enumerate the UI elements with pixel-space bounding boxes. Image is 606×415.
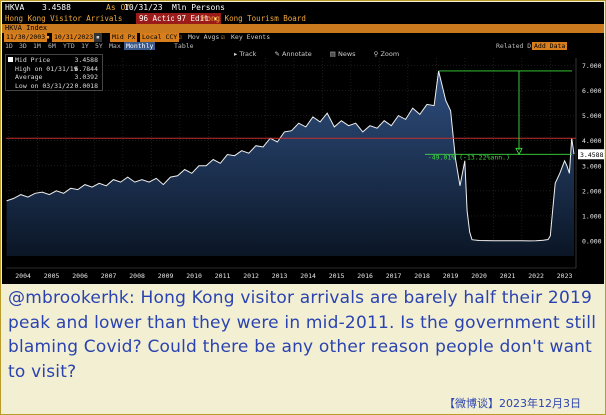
annotate-tool[interactable]: ✎ Annotate [274, 50, 312, 58]
edit-button[interactable]: 97 Edit ▾ [174, 13, 221, 24]
x-tick-label: 2004 [15, 272, 31, 280]
header-row: HKVA 3.4588 As Of 10/31/23 Mln Persons [2, 2, 604, 13]
change-annotation: -49.01% (-13.22%ann.) [424, 70, 572, 161]
range-1y[interactable]: 1Y [81, 42, 89, 50]
x-tick-label: 2022 [528, 272, 544, 280]
y-tick-label: 5.000 [582, 112, 602, 120]
x-tick-label: 2014 [300, 272, 316, 280]
annotation-arrowhead [515, 147, 523, 156]
y-tick-label: 7.000 [582, 62, 602, 70]
check-icon: ☑ [221, 33, 225, 41]
range-ytd[interactable]: YTD [63, 42, 75, 50]
y-tick-label: 1.000 [582, 212, 602, 220]
ticker: HKVA [5, 3, 25, 12]
add-data-field[interactable]: Add Data [532, 42, 568, 50]
x-tick-label: 2007 [101, 272, 117, 280]
x-tick-label: 2020 [471, 272, 487, 280]
annotation-label: -49.01% (-13.22%ann.) [428, 153, 510, 161]
legend-average-value: 3.0392 [74, 73, 98, 81]
y-tick-label: 4.000 [582, 137, 602, 145]
x-tick-label: 2018 [414, 272, 430, 280]
x-tick-label: 2013 [272, 272, 288, 280]
title-row: Hong Kong Visitor Arrivals 96 Actions ▾ … [2, 13, 604, 24]
news-tool[interactable]: ▤ News [329, 50, 356, 58]
x-tick-label: 2006 [72, 272, 88, 280]
key-events-toggle[interactable]: Key Events [231, 33, 271, 41]
x-tick-label: 2010 [186, 272, 202, 280]
x-tick-label: 2009 [158, 272, 174, 280]
range-6m[interactable]: 6M [48, 42, 56, 50]
legend-low-value: 0.0018 [74, 81, 98, 90]
price-field[interactable]: Mid Px [110, 33, 138, 42]
range-1d[interactable]: 1D [5, 42, 13, 50]
y-tick-label: 3.000 [582, 162, 602, 170]
mov-avgs-toggle[interactable]: Mov Avgs [188, 33, 220, 41]
post-source: 【微博谈】2023年12月3日 [444, 397, 581, 410]
related-data-button[interactable]: Related Dat [496, 42, 540, 50]
check-icon: ☑ [178, 33, 182, 41]
area-fill [6, 71, 575, 256]
as-of-label: As Of [106, 3, 131, 12]
legend-mid-label: Mid Price [15, 56, 51, 64]
legend-high-label: High on 01/31/19 [15, 64, 78, 73]
x-tick-label: 2011 [215, 272, 231, 280]
end-date-field[interactable]: 10/31/2023 [52, 33, 96, 42]
range-max[interactable]: Max [109, 42, 121, 50]
legend-average-label: Average [15, 73, 43, 81]
y-axis: 0.000 1.000 2.000 3.000 4.000 5.000 6.000 7.000… [575, 58, 604, 268]
x-tick-label: 2016 [357, 272, 373, 280]
legend-low-label: Low on 03/31/22 [15, 81, 74, 90]
chart-legend: Mid Price 3.4588 High on 01/31/19 6.7844 A… [5, 54, 103, 91]
track-tool[interactable]: ▸ Track [234, 50, 257, 58]
last-value: 3.4588 [42, 3, 71, 12]
series-title: Hong Kong Visitor Arrivals [5, 14, 123, 23]
series-swatch [8, 57, 13, 62]
series-line [6, 70, 575, 242]
x-tick-label: 2019 [443, 272, 459, 280]
as-of-date: 10/31/23 [124, 3, 163, 12]
x-tick-label: 2023 [557, 272, 573, 280]
settings-row: 11/30/2003 ▪ 10/31/2023 ▪ Mid Px Local C… [2, 33, 604, 42]
index-bar: HKVA Index [2, 24, 604, 33]
range-3d[interactable]: 3D [19, 42, 27, 50]
zoom-tool[interactable]: ⚲ Zoom [373, 50, 400, 58]
post-caption: @mbrookerhk: Hong Kong visitor arrivals … [8, 288, 597, 382]
x-tick-label: 2017 [386, 272, 402, 280]
legend-mid-value: 3.4588 [74, 56, 98, 64]
currency-field[interactable]: Local CCY [140, 33, 180, 42]
x-axis: 2004 2005 2006 2007 2008 2009 2010 2011 2012 2013… [6, 267, 576, 280]
range-row: 1D 3D 1M 6M YTD 1Y 5Y Max Monthly Table … [2, 42, 604, 50]
source-label: Hong Kong Tourism Board [202, 14, 306, 23]
range-5y[interactable]: 5Y [95, 42, 103, 50]
actions-button[interactable]: 96 Actions ▾ [136, 13, 197, 24]
chart-svg: -49.01% (-13.22%ann.) 2004 2005 2006 2007 20… [6, 58, 604, 280]
table-button[interactable]: Table [174, 42, 194, 50]
current-value-tag [578, 149, 604, 160]
index-label: HKVA Index [5, 24, 48, 32]
legend-high-value: 6.7844 [74, 64, 98, 73]
x-tick-label: 2005 [44, 272, 60, 280]
y-tick-label: 0.000 [582, 237, 602, 245]
x-tick-label: 2015 [329, 272, 345, 280]
y-tick-label: 2.000 [582, 187, 602, 195]
x-tick-label: 2008 [129, 272, 145, 280]
x-tick-label: 2012 [243, 272, 259, 280]
current-value-label: 3.4588 [580, 151, 604, 159]
range-1m[interactable]: 1M [33, 42, 41, 50]
period-select[interactable]: Monthly [124, 42, 156, 50]
x-tick-label: 2021 [500, 272, 516, 280]
date-separator-icon: ▪ [46, 33, 50, 41]
start-date-field[interactable]: 11/30/2003 [4, 33, 48, 42]
units: Mln Persons [172, 3, 225, 12]
frequency-field[interactable]: ▪ [94, 33, 102, 42]
y-tick-label: 6.000 [582, 87, 602, 95]
bloomberg-terminal: HKVA 3.4588 As Of 10/31/23 Mln Persons H… [2, 2, 604, 284]
chart-toolbar: ▸ Track ✎ Annotate ▤ News ⚲ Zoom [234, 50, 415, 59]
